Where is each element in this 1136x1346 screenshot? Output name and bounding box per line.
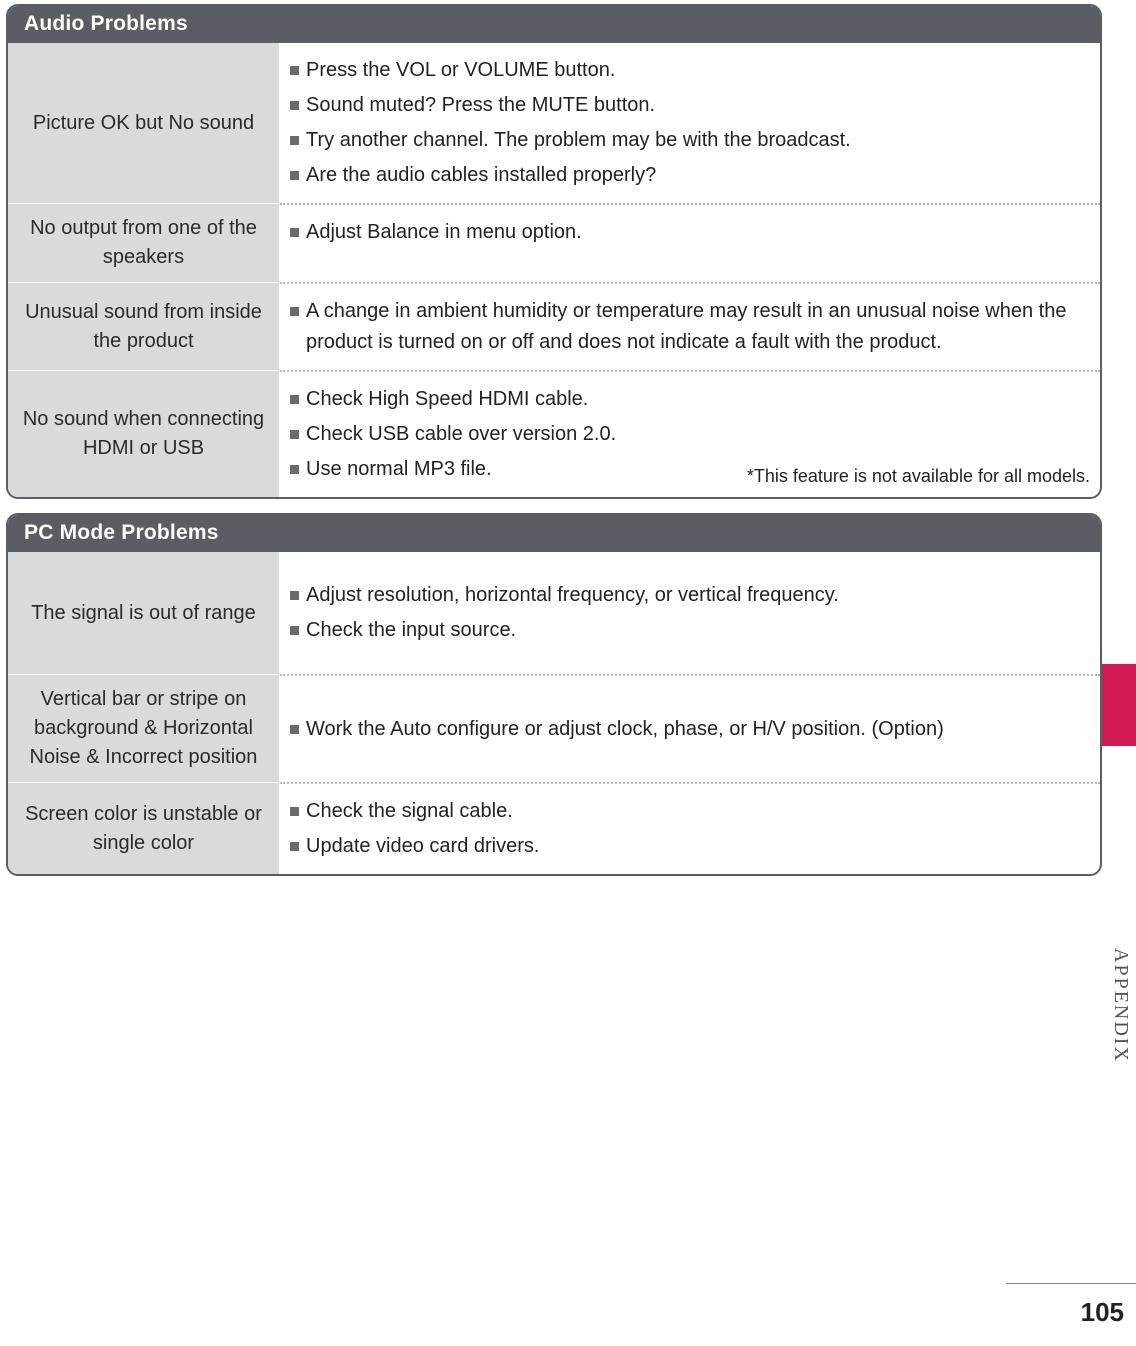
table-row: Picture OK but No sound Press the VOL or… [8, 43, 1100, 203]
footnote-text: *This feature is not available for all m… [747, 466, 1090, 487]
solutions-cell: Check the signal cable. Update video car… [280, 782, 1100, 874]
bullet-icon [290, 228, 299, 237]
table-row: Screen color is unstable or single color… [8, 782, 1100, 874]
solutions-cell: Adjust Balance in menu option. [280, 203, 1100, 282]
list-item: A change in ambient humidity or temperat… [284, 294, 1088, 360]
bullet-icon [290, 807, 299, 816]
table-row: The signal is out of range Adjust resolu… [8, 552, 1100, 674]
list-item: Adjust Balance in menu option. [284, 215, 1088, 250]
bullet-icon [290, 842, 299, 851]
page-number: 105 [1081, 1297, 1124, 1328]
bullet-icon [290, 101, 299, 110]
page-rule [1006, 1283, 1136, 1284]
list-item: Sound muted? Press the MUTE button. [284, 88, 1088, 123]
bullet-icon [290, 725, 299, 734]
list-item: Are the audio cables installed properly? [284, 158, 1088, 193]
bullet-icon [290, 136, 299, 145]
section-pc-mode-problems: PC Mode Problems The signal is out of ra… [6, 513, 1102, 876]
table-row: No output from one of the speakers Adjus… [8, 203, 1100, 282]
solutions-cell: Check High Speed HDMI cable. Check USB c… [280, 370, 1100, 497]
bullet-icon [290, 307, 299, 316]
problem-cell: No output from one of the speakers [8, 203, 280, 282]
list-item: Try another channel. The problem may be … [284, 123, 1088, 158]
list-item: Work the Auto configure or adjust clock,… [284, 712, 952, 747]
problem-cell: Screen color is unstable or single color [8, 782, 280, 874]
list-item: Check the input source. [284, 613, 1088, 648]
bullet-icon [290, 626, 299, 635]
bullet-icon [290, 66, 299, 75]
appendix-label: APPENDIX [1109, 948, 1132, 1063]
side-tab-marker [1102, 664, 1136, 746]
table-row: Unusual sound from inside the product A … [8, 282, 1100, 370]
bullet-icon [290, 591, 299, 600]
solutions-cell: A change in ambient humidity or temperat… [280, 282, 1100, 370]
list-item: Press the VOL or VOLUME button. [284, 53, 1088, 88]
section-audio-problems: Audio Problems Picture OK but No sound P… [6, 4, 1102, 499]
section-header: PC Mode Problems [8, 515, 1100, 552]
table-row: No sound when connecting HDMI or USB Che… [8, 370, 1100, 497]
list-item: Update video card drivers. [284, 829, 1088, 864]
problem-cell: The signal is out of range [8, 552, 280, 674]
bullet-icon [290, 465, 299, 474]
problem-cell: No sound when connecting HDMI or USB [8, 370, 280, 497]
list-item: Check USB cable over version 2.0. [284, 417, 1088, 452]
problem-cell: Picture OK but No sound [8, 43, 280, 203]
problem-cell: Unusual sound from inside the product [8, 282, 280, 370]
page-content: Audio Problems Picture OK but No sound P… [0, 4, 1136, 876]
list-item: Check the signal cable. [284, 794, 1088, 829]
bullet-icon [290, 395, 299, 404]
solutions-cell: Adjust resolution, horizontal frequency,… [280, 552, 1100, 674]
solutions-cell: Press the VOL or VOLUME button. Sound mu… [280, 43, 1100, 203]
bullet-icon [290, 430, 299, 439]
section-header: Audio Problems [8, 6, 1100, 43]
problem-cell: Vertical bar or stripe on background & H… [8, 674, 280, 782]
table-row: Vertical bar or stripe on background & H… [8, 674, 1100, 782]
list-item: Check High Speed HDMI cable. [284, 382, 1088, 417]
list-item: Adjust resolution, horizontal frequency,… [284, 578, 1088, 613]
solutions-cell: Work the Auto configure or adjust clock,… [280, 674, 1100, 782]
bullet-icon [290, 171, 299, 180]
